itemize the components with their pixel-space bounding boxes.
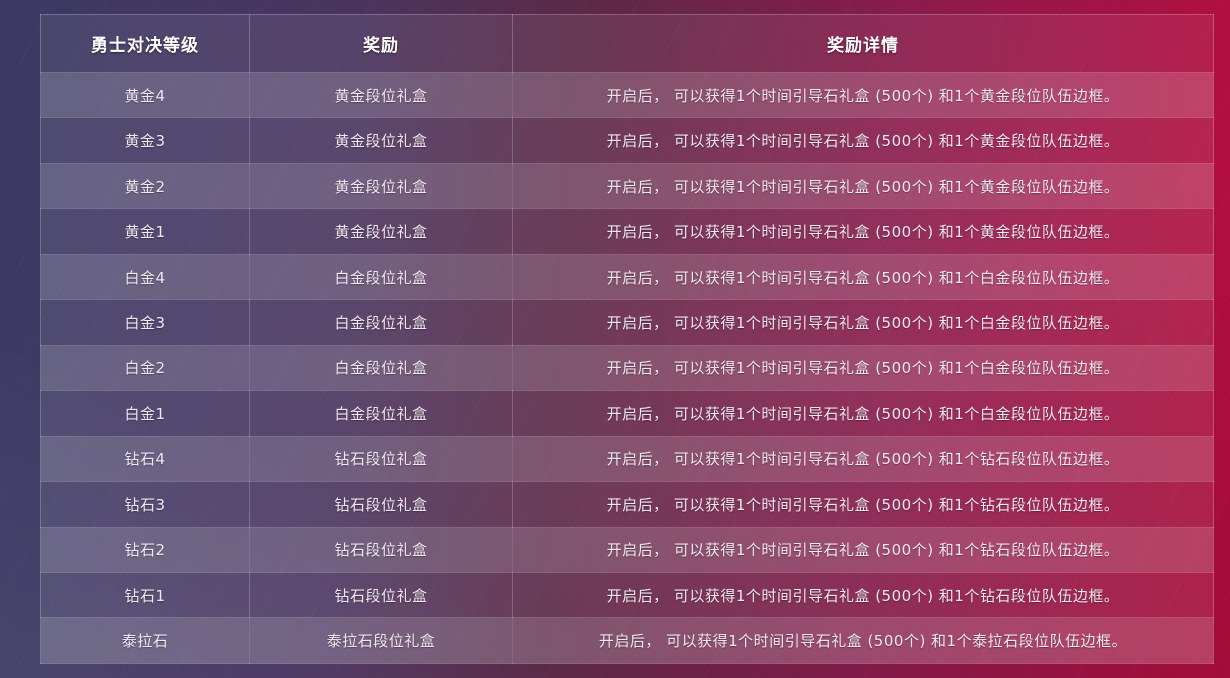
cell-level: 白金4 xyxy=(40,253,250,301)
cell-reward: 黄金段位礼盒 xyxy=(249,71,513,119)
cell-reward: 钻石段位礼盒 xyxy=(249,526,513,573)
table-row: 黄金4 黄金段位礼盒 开启后， 可以获得1个时间引导石礼盒 (500个) 和1个… xyxy=(40,71,1214,119)
cell-details: 开启后， 可以获得1个时间引导石礼盒 (500个) 和1个白金段位队伍边框。 xyxy=(512,253,1214,301)
column-header-details: 奖励详情 xyxy=(512,14,1214,73)
table-row: 钻石3 钻石段位礼盒 开启后， 可以获得1个时间引导石礼盒 (500个) 和1个… xyxy=(40,481,1214,528)
cell-level: 黄金4 xyxy=(40,71,250,119)
cell-level: 黄金2 xyxy=(40,162,250,210)
table-header: 勇士对决等级 奖励 奖励详情 xyxy=(40,14,1214,73)
cell-details: 开启后， 可以获得1个时间引导石礼盒 (500个) 和1个黄金段位队伍边框。 xyxy=(512,208,1214,255)
cell-reward: 白金段位礼盒 xyxy=(249,344,513,392)
cell-level: 黄金3 xyxy=(40,117,250,164)
cell-details: 开启后， 可以获得1个时间引导石礼盒 (500个) 和1个黄金段位队伍边框。 xyxy=(512,71,1214,119)
cell-details: 开启后， 可以获得1个时间引导石礼盒 (500个) 和1个白金段位队伍边框。 xyxy=(512,390,1214,437)
cell-level: 白金2 xyxy=(40,344,250,392)
cell-details: 开启后， 可以获得1个时间引导石礼盒 (500个) 和1个钻石段位队伍边框。 xyxy=(512,571,1214,619)
cell-reward: 白金段位礼盒 xyxy=(249,253,513,301)
cell-level: 黄金1 xyxy=(40,208,250,255)
table-row: 黄金2 黄金段位礼盒 开启后， 可以获得1个时间引导石礼盒 (500个) 和1个… xyxy=(40,162,1214,210)
cell-reward: 钻石段位礼盒 xyxy=(249,435,513,483)
table-row: 黄金3 黄金段位礼盒 开启后， 可以获得1个时间引导石礼盒 (500个) 和1个… xyxy=(40,117,1214,164)
table-row: 白金2 白金段位礼盒 开启后， 可以获得1个时间引导石礼盒 (500个) 和1个… xyxy=(40,344,1214,392)
table-row: 钻石4 钻石段位礼盒 开启后， 可以获得1个时间引导石礼盒 (500个) 和1个… xyxy=(40,435,1214,483)
table-row: 钻石1 钻石段位礼盒 开启后， 可以获得1个时间引导石礼盒 (500个) 和1个… xyxy=(40,571,1214,619)
cell-reward: 黄金段位礼盒 xyxy=(249,162,513,210)
table-header-row: 勇士对决等级 奖励 奖励详情 xyxy=(40,14,1214,73)
table-row: 白金3 白金段位礼盒 开启后， 可以获得1个时间引导石礼盒 (500个) 和1个… xyxy=(40,299,1214,346)
table-row: 钻石2 钻石段位礼盒 开启后， 可以获得1个时间引导石礼盒 (500个) 和1个… xyxy=(40,526,1214,573)
cell-reward: 钻石段位礼盒 xyxy=(249,571,513,619)
cell-details: 开启后， 可以获得1个时间引导石礼盒 (500个) 和1个钻石段位队伍边框。 xyxy=(512,435,1214,483)
table-row: 黄金1 黄金段位礼盒 开启后， 可以获得1个时间引导石礼盒 (500个) 和1个… xyxy=(40,208,1214,255)
table-row: 泰拉石 泰拉石段位礼盒 开启后， 可以获得1个时间引导石礼盒 (500个) 和1… xyxy=(40,617,1214,664)
cell-details: 开启后， 可以获得1个时间引导石礼盒 (500个) 和1个黄金段位队伍边框。 xyxy=(512,162,1214,210)
cell-reward: 黄金段位礼盒 xyxy=(249,208,513,255)
cell-details: 开启后， 可以获得1个时间引导石礼盒 (500个) 和1个钻石段位队伍边框。 xyxy=(512,481,1214,528)
column-header-level: 勇士对决等级 xyxy=(40,14,250,73)
cell-reward: 白金段位礼盒 xyxy=(249,390,513,437)
rank-rewards-table: 勇士对决等级 奖励 奖励详情 黄金4 黄金段位礼盒 开启后， 可以获得1个时间引… xyxy=(40,14,1214,664)
cell-reward: 黄金段位礼盒 xyxy=(249,117,513,164)
cell-details: 开启后， 可以获得1个时间引导石礼盒 (500个) 和1个钻石段位队伍边框。 xyxy=(512,526,1214,573)
cell-reward: 白金段位礼盒 xyxy=(249,299,513,346)
cell-level: 钻石2 xyxy=(40,526,250,573)
cell-details: 开启后， 可以获得1个时间引导石礼盒 (500个) 和1个黄金段位队伍边框。 xyxy=(512,117,1214,164)
cell-details: 开启后， 可以获得1个时间引导石礼盒 (500个) 和1个泰拉石段位队伍边框。 xyxy=(512,617,1214,664)
column-header-reward: 奖励 xyxy=(249,14,513,73)
cell-level: 钻石1 xyxy=(40,571,250,619)
table-row: 白金4 白金段位礼盒 开启后， 可以获得1个时间引导石礼盒 (500个) 和1个… xyxy=(40,253,1214,301)
cell-reward: 泰拉石段位礼盒 xyxy=(249,617,513,664)
cell-level: 钻石3 xyxy=(40,481,250,528)
table-row: 白金1 白金段位礼盒 开启后， 可以获得1个时间引导石礼盒 (500个) 和1个… xyxy=(40,390,1214,437)
cell-level: 白金3 xyxy=(40,299,250,346)
cell-level: 钻石4 xyxy=(40,435,250,483)
table-body: 黄金4 黄金段位礼盒 开启后， 可以获得1个时间引导石礼盒 (500个) 和1个… xyxy=(40,71,1214,664)
cell-level: 白金1 xyxy=(40,390,250,437)
cell-details: 开启后， 可以获得1个时间引导石礼盒 (500个) 和1个白金段位队伍边框。 xyxy=(512,344,1214,392)
cell-reward: 钻石段位礼盒 xyxy=(249,481,513,528)
cell-details: 开启后， 可以获得1个时间引导石礼盒 (500个) 和1个白金段位队伍边框。 xyxy=(512,299,1214,346)
cell-level: 泰拉石 xyxy=(40,617,250,664)
